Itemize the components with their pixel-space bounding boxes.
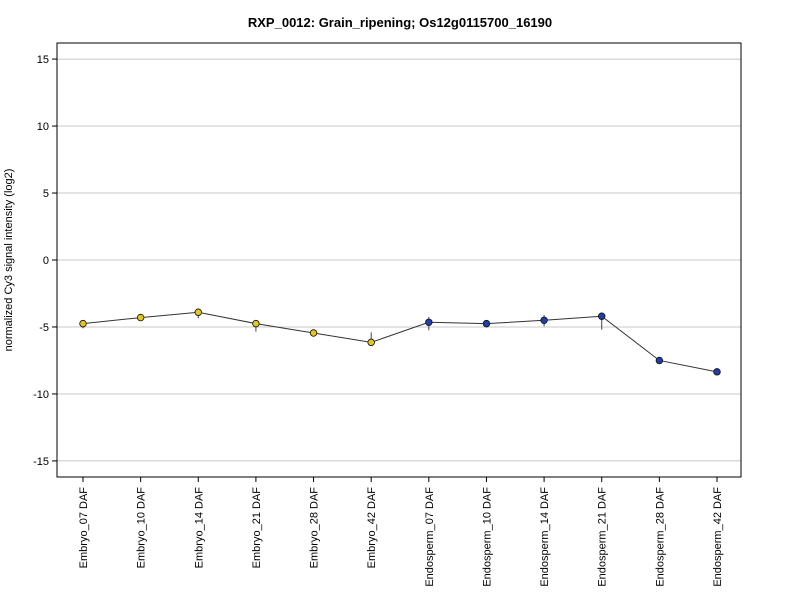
data-point [655,356,664,365]
data-point [482,319,491,328]
x-axis: Embryo_07 DAF Embryo_10 DAF Embryo_14 DAF E… [78,477,724,587]
x-tick-label: Embryo_28 DAF [309,487,321,569]
data-point [425,318,433,326]
x-tick-label: Endosperm_28 DAF [654,487,666,587]
y-tick-label: -15 [33,456,49,468]
y-tick-label: -5 [39,322,49,334]
chart-title: RXP_0012: Grain_ripening; Os12g0115700_1… [248,15,552,30]
y-axis-label: normalized Cy3 signal intensity (log2) [3,169,15,352]
y-tick-label: 10 [37,121,49,133]
y-tick-label: 15 [37,54,49,66]
y-tick-label: 5 [43,188,49,200]
data-point [598,312,606,320]
x-tick-label: Endosperm_07 DAF [424,487,436,587]
series-line [82,311,718,373]
x-tick-label: Embryo_14 DAF [193,487,205,569]
data-point [367,338,375,347]
data-point [79,319,87,328]
x-tick-label: Embryo_42 DAF [366,487,378,569]
data-point [136,313,145,322]
x-tick-label: Endosperm_42 DAF [712,487,724,587]
x-tick-label: Embryo_21 DAF [251,487,263,569]
data-point [540,316,548,324]
x-tick-label: Embryo_10 DAF [136,487,148,569]
y-axis: 15 10 5 0 -5 -10 -15 [33,54,57,468]
x-tick-label: Embryo_07 DAF [78,487,90,569]
data-point [252,319,260,328]
y-tick-label: -10 [33,389,49,401]
data-series [79,308,721,376]
y-tick-label: 0 [43,255,49,267]
data-point [309,329,318,337]
x-tick-label: Endosperm_10 DAF [481,487,493,587]
x-tick-label: Endosperm_14 DAF [539,487,551,587]
data-point [713,368,721,376]
data-point [194,308,202,316]
x-tick-label: Endosperm_21 DAF [597,487,609,587]
grid-lines [57,58,741,462]
